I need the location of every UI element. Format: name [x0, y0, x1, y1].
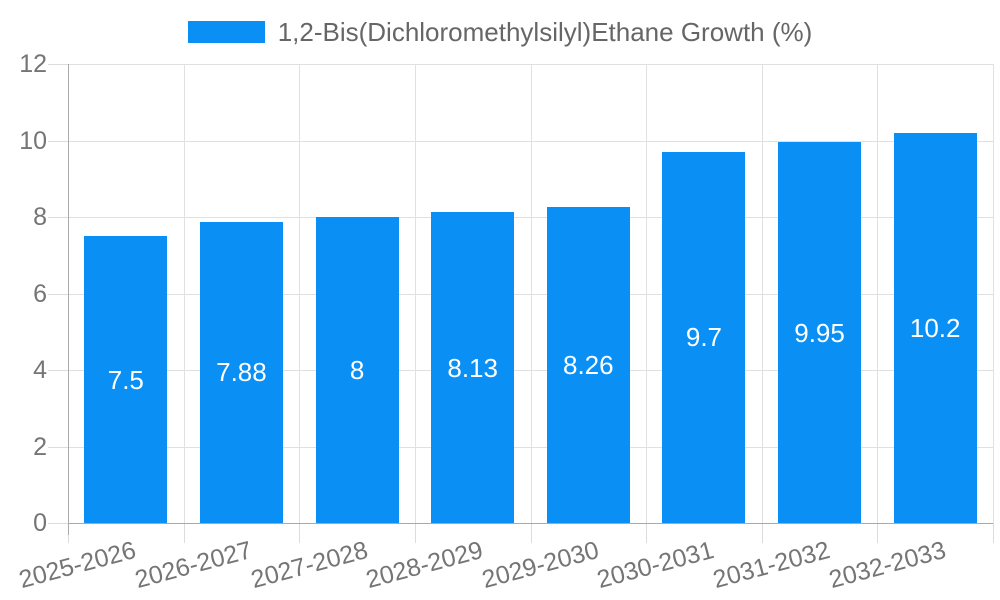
- x-axis-tick: [414, 523, 416, 543]
- v-gridline: [530, 64, 532, 523]
- bar[interactable]: [431, 212, 515, 523]
- legend-item[interactable]: 1,2-Bis(Dichloromethylsilyl)Ethane Growt…: [0, 17, 1000, 47]
- y-axis-tick: [48, 293, 68, 295]
- bar-value-label: 8.13: [447, 352, 498, 383]
- x-axis-tick: [761, 523, 763, 543]
- x-axis-tick: [299, 523, 301, 543]
- y-tick-label: 0: [33, 509, 47, 537]
- bar-value-label: 9.95: [794, 317, 845, 348]
- bar[interactable]: [546, 207, 630, 523]
- v-gridline: [183, 64, 185, 523]
- v-gridline: [877, 64, 879, 523]
- x-tick-label: 2026-2027: [131, 536, 255, 594]
- legend-swatch: [187, 21, 265, 43]
- x-tick-label: 2027-2028: [247, 536, 371, 594]
- y-tick-label: 2: [33, 432, 47, 461]
- bar-value-label: 10.2: [909, 312, 961, 343]
- bar[interactable]: [84, 236, 168, 523]
- v-gridline: [993, 64, 994, 523]
- x-axis-line: [68, 523, 993, 524]
- bar-value-label: 7.88: [216, 357, 267, 388]
- bar[interactable]: [199, 221, 283, 523]
- x-tick-label: 2032-2033: [825, 536, 949, 594]
- bar-value-label: 8: [349, 355, 365, 385]
- v-gridline: [414, 64, 416, 523]
- y-axis-tick: [48, 523, 68, 524]
- bar[interactable]: [778, 142, 862, 523]
- y-tick-label: 12: [19, 50, 47, 78]
- y-tick-label: 4: [33, 356, 47, 384]
- y-axis-tick: [48, 217, 68, 218]
- x-tick-label: 2031-2032: [710, 536, 833, 594]
- bar[interactable]: [893, 132, 977, 523]
- y-tick-label: 10: [19, 126, 47, 155]
- bar[interactable]: [662, 151, 746, 523]
- y-tick-label: 6: [33, 279, 47, 308]
- x-tick-label: 2029-2030: [478, 536, 602, 594]
- x-axis-tick: [646, 523, 648, 543]
- x-axis-tick: [183, 523, 185, 543]
- y-axis-tick: [48, 370, 68, 371]
- y-axis-tick: [48, 64, 68, 65]
- x-tick-label: 2030-2031: [594, 536, 718, 594]
- x-axis-tick: [877, 523, 879, 543]
- v-gridline: [646, 64, 648, 523]
- bar-value-label: 9.7: [685, 322, 723, 353]
- bar[interactable]: [315, 217, 399, 523]
- v-gridline: [299, 64, 301, 523]
- y-axis-tick: [48, 446, 68, 448]
- v-gridline: [761, 64, 763, 523]
- legend-label: 1,2-Bis(Dichloromethylsilyl)Ethane Growt…: [277, 17, 813, 47]
- x-axis-tick: [530, 523, 532, 543]
- y-axis-line: [68, 64, 69, 535]
- y-axis-tick: [48, 140, 68, 142]
- bar-value-label: 7.5: [107, 364, 144, 395]
- x-tick-label: 2028-2029: [363, 536, 486, 594]
- bar-value-label: 8.26: [563, 350, 614, 381]
- x-axis-tick: [993, 523, 994, 543]
- y-tick-label: 8: [33, 203, 47, 231]
- x-tick-label: 2025-2026: [16, 536, 140, 594]
